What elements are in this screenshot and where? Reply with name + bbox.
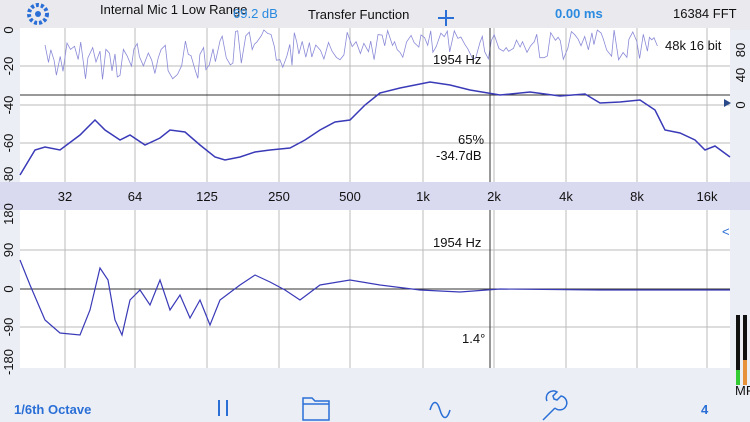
cursor-freq: 1954 Hz — [433, 52, 481, 67]
y-tick-label: -40 — [1, 96, 16, 115]
x-tick-label: 4k — [559, 189, 573, 204]
signal-button[interactable] — [429, 401, 451, 419]
phase-tick-label: 180 — [1, 203, 16, 225]
x-tick-label: 500 — [339, 189, 361, 204]
count[interactable]: 4 — [701, 402, 709, 417]
y-tick-label: 0 — [1, 26, 16, 33]
phase-tick-label: 0 — [1, 285, 16, 292]
phase-tick-label: -180 — [1, 349, 16, 375]
level: 69.2 dB — [233, 6, 278, 21]
magnitude-trace — [19, 81, 731, 176]
freq-axis: 32 64 125 250 500 1k 2k 4k 8k 16k — [58, 189, 718, 204]
magnitude-grid — [20, 28, 730, 182]
coherence-trace — [44, 29, 658, 80]
settings-icon[interactable] — [27, 3, 49, 25]
settings-icon-center — [35, 11, 41, 17]
cursor-value: -34.7dB — [436, 148, 482, 163]
coherence: 65% — [458, 132, 484, 147]
resolution-button[interactable]: 1/6th Octave — [14, 402, 91, 417]
x-tick-label: 125 — [196, 189, 218, 204]
title: Transfer Function — [308, 7, 409, 22]
meter-right-level — [743, 360, 747, 385]
meter-left — [736, 315, 740, 385]
meter-label: MR — [735, 383, 750, 398]
fft-size[interactable]: 16384 FFT — [673, 6, 737, 21]
input-name: Internal Mic 1 Low Range — [100, 2, 247, 17]
x-tick-label: 250 — [268, 189, 290, 204]
y-tick-label: -80 — [1, 167, 16, 186]
phase-tick-label: -90 — [1, 318, 16, 337]
phase-axis: 180 90 0 -90 -180 — [1, 203, 16, 375]
y2-tick-label: 80 — [733, 43, 748, 57]
format: 48k 16 bit — [665, 38, 722, 53]
delay: 0.00 ms — [555, 6, 603, 21]
folder-button[interactable] — [302, 397, 330, 421]
x-tick-label: 8k — [630, 189, 644, 204]
phase-trace — [19, 259, 730, 337]
y2-tick-label: 40 — [733, 68, 748, 82]
x-tick-label: 2k — [487, 189, 501, 204]
phase-tick-label: 90 — [1, 243, 16, 257]
tools-button[interactable] — [542, 390, 568, 421]
y-tick-label: -60 — [1, 134, 16, 153]
top-bar — [0, 0, 750, 30]
phase-cursor-freq: 1954 Hz — [433, 235, 481, 250]
meter-left-level — [736, 370, 740, 385]
right-axis: 80 40 0 — [733, 43, 748, 109]
x-tick-label: 64 — [128, 189, 142, 204]
x-tick-label: 1k — [416, 189, 430, 204]
phase-cursor-value: 1.4° — [462, 331, 485, 346]
left-axis: 0 -20 -40 -60 -80 — [1, 26, 16, 185]
add-icon[interactable] — [438, 10, 454, 26]
level-marker[interactable] — [724, 99, 731, 107]
freq-strip — [0, 182, 750, 210]
meter-right — [743, 315, 747, 385]
y2-tick-label: 0 — [733, 101, 748, 108]
x-tick-label: 32 — [58, 189, 72, 204]
y-tick-label: -20 — [1, 57, 16, 76]
pause-button[interactable] — [218, 400, 228, 416]
phase-marker[interactable]: < — [722, 224, 730, 239]
x-tick-label: 16k — [697, 189, 718, 204]
